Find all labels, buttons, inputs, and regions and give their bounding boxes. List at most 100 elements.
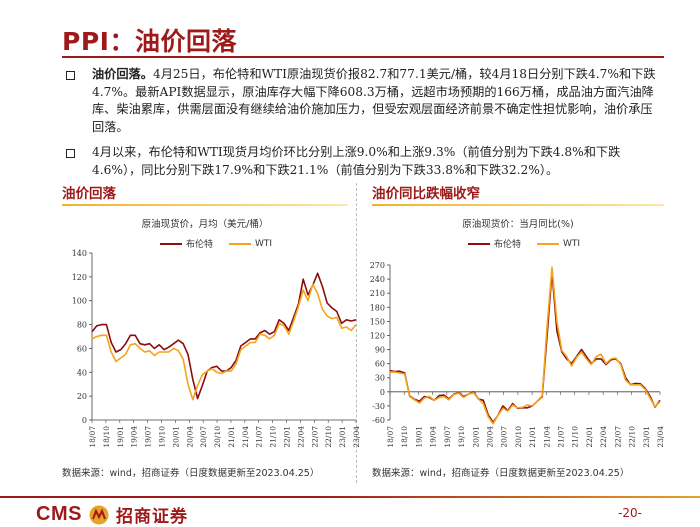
x-tick-label: 20/07 [500,426,509,448]
x-tick-label: 21/04 [542,426,551,448]
legend-label-wti: WTI [563,238,581,249]
bullet-1-lead: 油价回落。 [92,67,153,81]
y-tick-label: 20 [77,392,87,401]
legend-swatch-wti [537,242,560,245]
x-tick-label: 21/07 [557,426,566,448]
x-tick-label: 19/01 [414,426,423,448]
legend-item-brent: 布伦特 [160,237,213,250]
checkbox-bullet-icon [66,149,75,158]
x-tick-label: 18/07 [386,426,395,448]
page-number: -20- [618,506,642,520]
bullet-2-text: 4月以来，布伦特和WTI现货月均价环比分别上涨9.0%和上涨9.3%（前值分别为… [92,144,664,179]
y-tick-label: -60 [372,416,385,425]
y-tick-label: 40 [77,368,87,377]
y-tick-label: 120 [370,331,385,340]
x-tick-label: 23/04 [656,426,665,448]
checkbox-bullet-icon [66,71,75,80]
y-tick-label: 60 [77,344,87,353]
y-tick-label: 100 [72,297,87,306]
x-tick-label: 20/01 [471,426,480,448]
series-line-brent [389,271,661,424]
page-title: PPI：油价回落 [62,27,237,56]
section-underline-right [372,204,664,206]
chart-right-legend: 布伦特 WTI [468,237,590,250]
y-tick-label: 120 [72,273,87,282]
y-tick-label: 270 [370,261,385,270]
x-tick-label: 18/10 [400,426,409,448]
x-tick-label: 18/07 [88,426,97,448]
x-tick-label: 21/10 [571,426,580,448]
x-tick-label: 20/01 [171,426,180,448]
x-tick-label: 20/07 [199,426,208,448]
chart-left-legend: 布伦特 WTI [160,237,282,250]
x-tick-label: 22/10 [628,426,637,448]
x-tick-label: 22/07 [613,426,622,448]
chart-right-title: 原油现货价：当月同比(%) [462,219,574,230]
x-tick-label: 20/04 [485,426,494,448]
chart-right: -60 -30 0 30 60 90 120 150 180 210 240 270 18/07 18/1… [370,261,665,448]
y-tick-label: 140 [72,249,87,258]
legend-item-wti: WTI [229,239,272,249]
y-tick-label: 0 [380,388,385,397]
y-tick-label: 30 [375,374,385,383]
x-tick-label: 21/01 [528,426,537,448]
y-tick-label: 180 [370,303,385,312]
x-tick-label: 22/01 [283,426,292,448]
x-tick-label: 21/04 [241,426,250,448]
legend-swatch-brent [468,242,490,245]
x-tick-label: 19/01 [116,426,125,448]
section-heading-right: 油价同比跌幅收窄 [372,186,480,202]
logo-text: CMS [36,503,82,525]
series-line-wti [390,266,661,425]
x-tick-label: 23/01 [642,426,651,448]
x-tick-label: 20/04 [185,426,194,448]
x-tick-label: 19/07 [443,426,452,448]
footer-divider [0,496,700,498]
bullet-2-body: 4月以来，布伦特和WTI现货月均价环比分别上涨9.0%和上涨9.3%（前值分别为… [92,145,621,177]
bullet-1-text: 油价回落。4月25日，布伦特和WTI原油现货价报82.7和77.1美元/桶，较4… [92,66,664,136]
x-tick-label: 21/07 [255,426,264,448]
x-tick-label: 19/04 [429,426,438,448]
y-tick-label: -30 [372,402,385,411]
x-tick-label: 23/04 [352,426,361,448]
x-tick-label: 19/10 [157,426,166,448]
bullet-1: 油价回落。4月25日，布伦特和WTI原油现货价报82.7和77.1美元/桶，较4… [66,66,664,136]
legend-label-wti: WTI [255,238,273,249]
legend-item-brent: 布伦特 [468,237,521,250]
title-divider [62,56,664,58]
x-tick-label: 20/10 [213,426,222,448]
x-tick-label: 22/04 [599,426,608,448]
x-tick-label: 20/10 [514,426,523,448]
x-tick-label: 23/01 [338,426,347,448]
legend-label-brent: 布伦特 [186,240,214,250]
x-tick-label: 22/10 [324,426,333,448]
company-name: 招商证券 [115,507,188,527]
x-tick-label: 21/01 [227,426,236,448]
chart-left: 0 20 40 60 80 100 120 140 18/07 18/10 19/01 19/04 19… [72,249,361,448]
legend-item-wti: WTI [537,239,580,249]
chart-left-title: 原油现货价，月均（美元/桶） [141,219,269,230]
y-tick-label: 90 [375,346,385,355]
x-tick-label: 18/10 [102,426,111,448]
y-tick-label: 60 [375,360,385,369]
bullet-2: 4月以来，布伦特和WTI现货月均价环比分别上涨9.0%和上涨9.3%（前值分别为… [66,144,664,179]
x-tick-label: 22/01 [585,426,594,448]
bullet-1-body: 4月25日，布伦特和WTI原油现货价报82.7和77.1美元/桶，较4月18日分… [92,67,656,134]
source-left: 数据来源：wind，招商证券（日度数据更新至2023.04.25） [62,468,320,479]
x-tick-label: 22/07 [310,426,319,448]
x-tick-label: 19/10 [457,426,466,448]
y-tick-label: 240 [370,275,385,284]
footer-logo: CMS 招商证券 [36,502,188,527]
x-tick-label: 19/07 [144,426,153,448]
y-tick-label: 210 [370,289,385,298]
section-separator [356,183,357,483]
series-line-wti [91,283,357,401]
x-tick-label: 22/04 [296,426,305,448]
legend-swatch-brent [160,242,182,245]
source-right: 数据来源：wind，招商证券（日度数据更新至2023.04.25） [372,468,630,479]
y-tick-label: 150 [370,317,385,326]
section-heading-left: 油价回落 [62,186,116,202]
section-underline-left [62,204,348,206]
logo-emblem-icon [89,505,109,524]
legend-label-brent: 布伦特 [494,240,522,250]
